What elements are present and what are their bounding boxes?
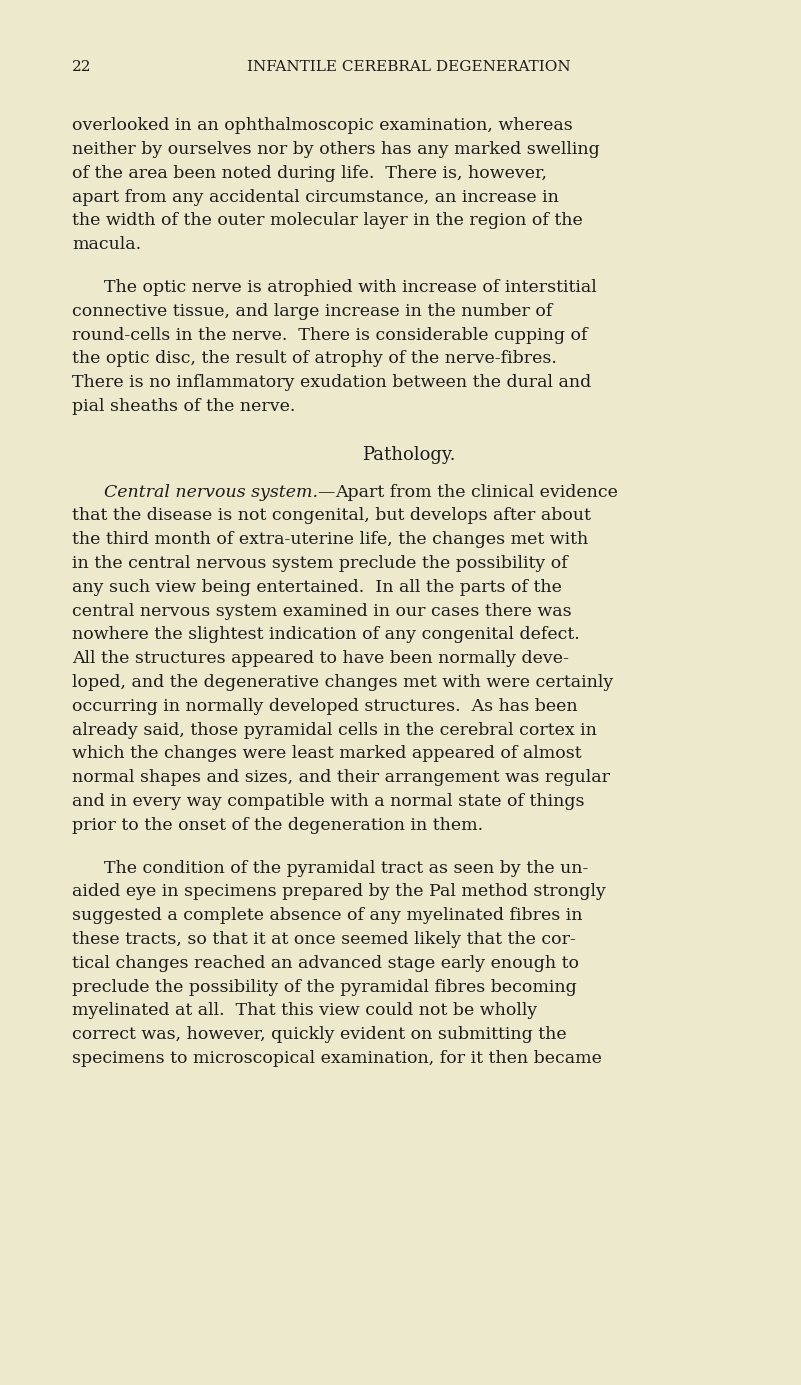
Text: The condition of the pyramidal tract as seen by the un-: The condition of the pyramidal tract as … <box>104 860 589 877</box>
Text: There is no inflammatory exudation between the dural and: There is no inflammatory exudation betwe… <box>72 374 591 391</box>
Text: already said, those pyramidal cells in the cerebral cortex in: already said, those pyramidal cells in t… <box>72 722 597 738</box>
Text: Apart from the clinical evidence: Apart from the clinical evidence <box>336 483 618 500</box>
Text: loped, and the degenerative changes met with were certainly: loped, and the degenerative changes met … <box>72 674 614 691</box>
Text: suggested a complete absence of any myelinated fibres in: suggested a complete absence of any myel… <box>72 907 582 924</box>
Text: Central nervous system.—: Central nervous system.— <box>104 483 336 500</box>
Text: myelinated at all.  That this view could not be wholly: myelinated at all. That this view could … <box>72 1003 537 1019</box>
Text: apart from any accidental circumstance, an increase in: apart from any accidental circumstance, … <box>72 188 559 205</box>
Text: 22: 22 <box>72 60 91 73</box>
Text: the width of the outer molecular layer in the region of the: the width of the outer molecular layer i… <box>72 212 583 230</box>
Text: the third month of extra-uterine life, the changes met with: the third month of extra-uterine life, t… <box>72 530 588 548</box>
Text: overlooked in an ophthalmoscopic examination, whereas: overlooked in an ophthalmoscopic examina… <box>72 118 573 134</box>
Text: round-cells in the nerve.  There is considerable cupping of: round-cells in the nerve. There is consi… <box>72 327 587 343</box>
Text: neither by ourselves nor by others has any marked swelling: neither by ourselves nor by others has a… <box>72 141 600 158</box>
Text: occurring in normally developed structures.  As has been: occurring in normally developed structur… <box>72 698 578 715</box>
Text: preclude the possibility of the pyramidal fibres becoming: preclude the possibility of the pyramida… <box>72 979 577 996</box>
Text: and in every way compatible with a normal state of things: and in every way compatible with a norma… <box>72 794 585 810</box>
Text: macula.: macula. <box>72 235 141 253</box>
Text: the optic disc, the result of atrophy of the nerve-fibres.: the optic disc, the result of atrophy of… <box>72 350 557 367</box>
Text: normal shapes and sizes, and their arrangement was regular: normal shapes and sizes, and their arran… <box>72 769 610 787</box>
Text: any such view being entertained.  In all the parts of the: any such view being entertained. In all … <box>72 579 562 596</box>
Text: connective tissue, and large increase in the number of: connective tissue, and large increase in… <box>72 303 553 320</box>
Text: aided eye in specimens prepared by the Pal method strongly: aided eye in specimens prepared by the P… <box>72 884 606 900</box>
Text: The optic nerve is atrophied with increase of interstitial: The optic nerve is atrophied with increa… <box>104 278 597 296</box>
Text: these tracts, so that it at once seemed likely that the cor-: these tracts, so that it at once seemed … <box>72 931 576 947</box>
Text: specimens to microscopical examination, for it then became: specimens to microscopical examination, … <box>72 1050 602 1066</box>
Text: which the changes were least marked appeared of almost: which the changes were least marked appe… <box>72 745 582 762</box>
Text: correct was, however, quickly evident on submitting the: correct was, however, quickly evident on… <box>72 1026 566 1043</box>
Text: tical changes reached an advanced stage early enough to: tical changes reached an advanced stage … <box>72 954 579 972</box>
Text: prior to the onset of the degeneration in them.: prior to the onset of the degeneration i… <box>72 817 483 834</box>
Text: INFANTILE CEREBRAL DEGENERATION: INFANTILE CEREBRAL DEGENERATION <box>247 60 570 73</box>
Text: in the central nervous system preclude the possibility of: in the central nervous system preclude t… <box>72 555 568 572</box>
Text: that the disease is not congenital, but develops after about: that the disease is not congenital, but … <box>72 507 591 525</box>
Text: All the structures appeared to have been normally deve-: All the structures appeared to have been… <box>72 650 569 668</box>
Text: pial sheaths of the nerve.: pial sheaths of the nerve. <box>72 397 296 415</box>
Text: central nervous system examined in our cases there was: central nervous system examined in our c… <box>72 602 572 619</box>
Text: Pathology.: Pathology. <box>362 446 455 464</box>
Text: nowhere the slightest indication of any congenital defect.: nowhere the slightest indication of any … <box>72 626 580 643</box>
Text: of the area been noted during life.  There is, however,: of the area been noted during life. Ther… <box>72 165 547 181</box>
